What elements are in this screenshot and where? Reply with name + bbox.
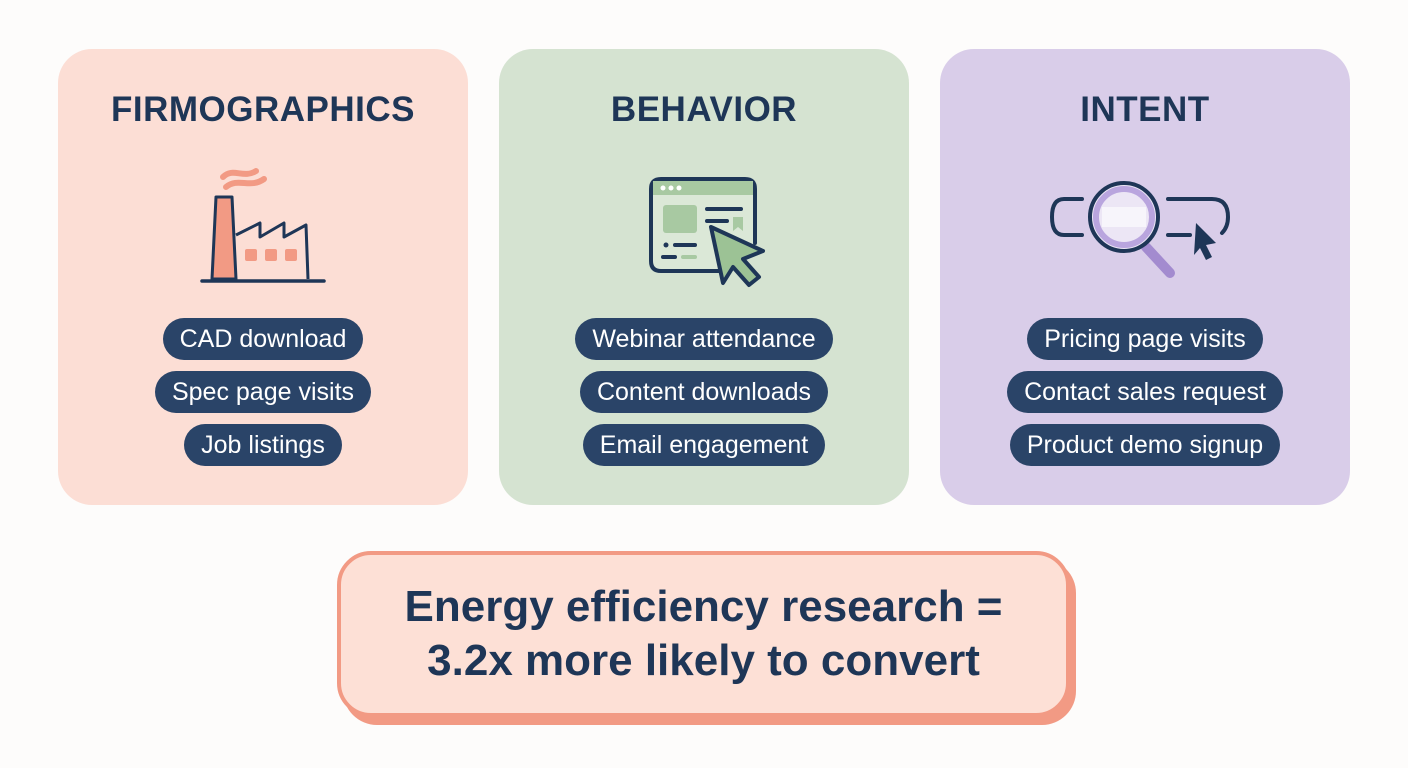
signal-list: Pricing page visits Contact sales reques… — [940, 318, 1350, 466]
signal-pill: Contact sales request — [1007, 371, 1283, 413]
signal-pill: Email engagement — [582, 424, 826, 466]
banner-line-2: 3.2x more likely to convert — [427, 636, 980, 685]
signal-list: CAD download Spec page visits Job listin… — [58, 318, 468, 466]
conversion-insight-banner: Energy efficiency research = 3.2x more l… — [337, 551, 1076, 725]
firmographics-card: FIRMOGRAPHICS CAD download Spec page vis… — [58, 49, 468, 505]
signal-pill: Webinar attendance — [575, 318, 833, 360]
signal-pill: Content downloads — [579, 371, 829, 413]
signal-pill: Job listings — [184, 424, 342, 466]
signal-pill: Spec page visits — [154, 371, 372, 413]
signal-pill: CAD download — [162, 318, 364, 360]
intent-card: INTENT Pricing page visits Contact sales… — [940, 49, 1350, 505]
factory-icon — [198, 157, 328, 292]
browser-cursor-icon — [639, 171, 769, 296]
card-title: FIRMOGRAPHICS — [111, 90, 415, 129]
signal-pill: Pricing page visits — [1027, 318, 1263, 360]
card-title: BEHAVIOR — [610, 90, 798, 129]
search-bar-magnifier-icon — [1049, 177, 1240, 292]
signal-pill: Product demo signup — [1009, 424, 1281, 466]
banner-line-1: Energy efficiency research = — [404, 582, 1003, 631]
card-title: INTENT — [1080, 90, 1210, 129]
signal-list: Webinar attendance Content downloads Ema… — [499, 318, 909, 466]
behavior-card: BEHAVIOR Webinar attendance Content down… — [499, 49, 909, 505]
banner-body: Energy efficiency research = 3.2x more l… — [337, 551, 1070, 717]
